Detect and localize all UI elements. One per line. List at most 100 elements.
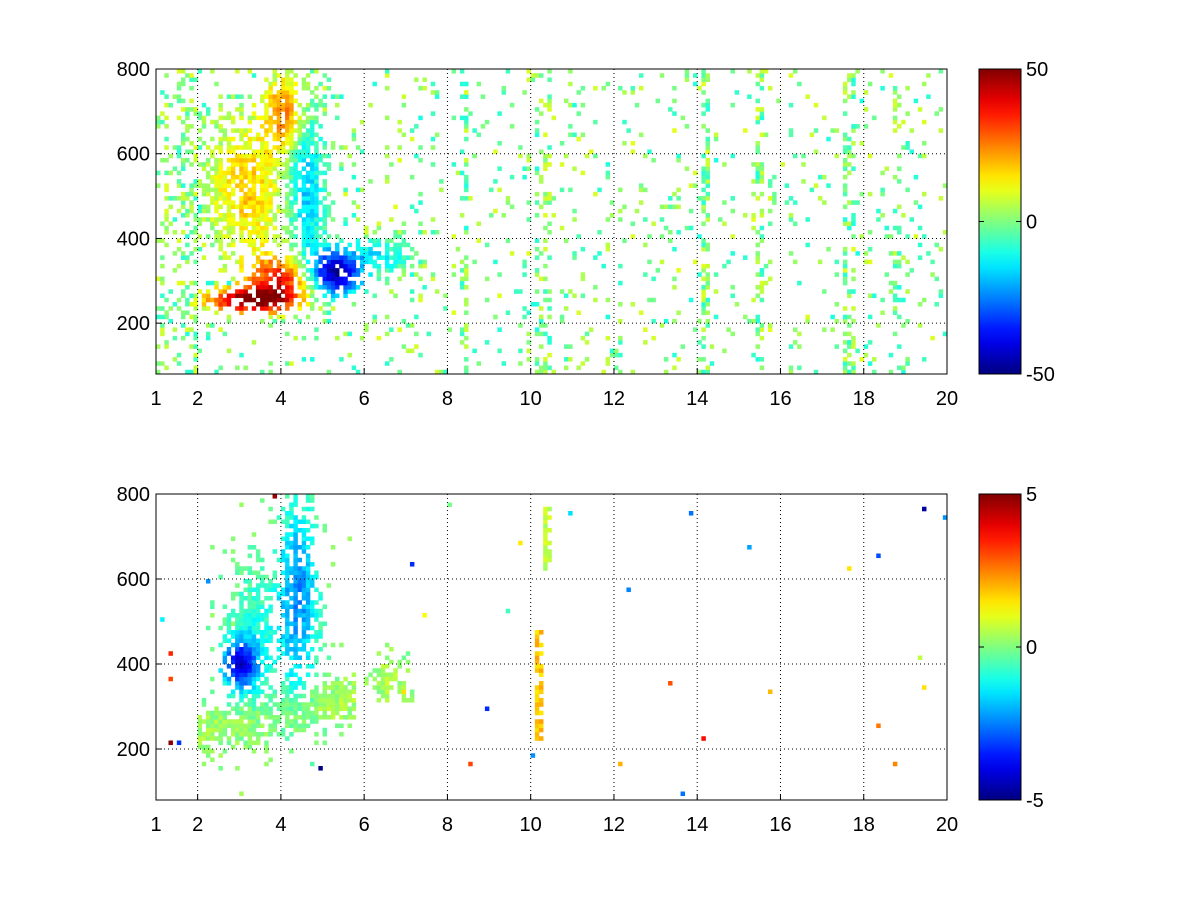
heatmap-cell — [193, 259, 198, 265]
heatmap-cell — [705, 145, 710, 150]
heatmap-cell — [276, 90, 282, 95]
heatmap-cell — [251, 668, 257, 673]
heatmap-cell — [409, 246, 415, 252]
heatmap-cell — [255, 685, 261, 690]
heatmap-cell — [218, 157, 223, 163]
heatmap-cell — [285, 562, 290, 567]
heatmap-cell — [539, 681, 544, 686]
heatmap-cell — [922, 191, 927, 197]
heatmap-cell — [672, 128, 677, 133]
heatmap-cell — [310, 102, 315, 108]
heatmap-cell — [272, 136, 278, 142]
heatmap-cell — [314, 229, 319, 235]
heatmap-cell — [260, 124, 265, 129]
heatmap-cell — [530, 73, 536, 78]
heatmap-cell — [792, 327, 798, 332]
heatmap-cell — [759, 111, 765, 116]
heatmap-cell — [343, 145, 348, 150]
x-tick-label: 8 — [442, 814, 453, 836]
heatmap-cell — [193, 191, 198, 197]
heatmap-cell — [310, 357, 315, 362]
heatmap-cell — [543, 532, 548, 537]
heatmap-cell — [255, 706, 261, 712]
heatmap-cell — [326, 685, 332, 690]
heatmap-cell — [226, 217, 232, 222]
heatmap-cell — [539, 331, 544, 337]
heatmap-cell — [251, 710, 257, 716]
heatmap-cell — [247, 94, 253, 99]
heatmap-cell — [297, 557, 303, 563]
heatmap-cell — [164, 196, 169, 201]
heatmap-cell — [289, 166, 294, 171]
heatmap-cell — [289, 259, 294, 265]
heatmap-cell — [326, 77, 332, 83]
heatmap-cell — [376, 255, 382, 260]
heatmap-cell — [301, 647, 307, 652]
heatmap-cell — [172, 268, 178, 273]
heatmap-cell — [230, 217, 236, 222]
heatmap-cell — [322, 208, 327, 214]
heatmap-cell — [464, 174, 469, 180]
heatmap-cell — [239, 204, 244, 210]
heatmap-cell — [243, 293, 248, 299]
heatmap-cell — [676, 187, 681, 193]
heatmap-cell — [335, 94, 340, 99]
heatmap-cell — [214, 124, 219, 129]
heatmap-cell — [892, 761, 898, 767]
heatmap-cell — [160, 314, 165, 320]
heatmap-cell — [235, 681, 240, 686]
heatmap-cell — [268, 170, 273, 176]
heatmap-cell — [164, 183, 169, 188]
heatmap-cell — [784, 183, 790, 188]
heatmap-cell — [272, 301, 278, 307]
heatmap-cell — [842, 259, 848, 265]
heatmap-cell — [280, 557, 286, 563]
heatmap-cell — [917, 107, 923, 112]
heatmap-cell — [822, 115, 827, 121]
heatmap-cell — [539, 306, 544, 311]
heatmap-cell — [322, 276, 327, 282]
heatmap-cell — [164, 229, 169, 235]
heatmap-cell — [264, 664, 269, 669]
heatmap-cell — [459, 81, 465, 87]
heatmap-cell — [805, 217, 810, 222]
heatmap-cell — [268, 655, 273, 661]
heatmap-cell — [226, 293, 232, 299]
heatmap-cell — [239, 681, 244, 686]
heatmap-cell — [222, 681, 228, 686]
heatmap-cell — [563, 153, 569, 159]
heatmap-cell — [322, 710, 327, 716]
heatmap-cell — [218, 94, 223, 99]
heatmap-cell — [264, 681, 269, 686]
heatmap-cell — [201, 297, 207, 303]
heatmap-cell — [197, 246, 203, 252]
heatmap-cell — [847, 94, 852, 99]
heatmap-cell — [326, 204, 332, 210]
heatmap-cell — [922, 357, 927, 362]
heatmap-cell — [305, 293, 311, 299]
heatmap-cell — [322, 698, 327, 703]
heatmap-cell — [239, 310, 244, 315]
colorbar-tick-label: -50 — [1026, 364, 1055, 386]
heatmap-cell — [726, 259, 731, 265]
heatmap-cell — [222, 115, 228, 121]
heatmap-cell — [788, 369, 794, 375]
heatmap-cell — [239, 145, 244, 150]
heatmap-cell — [164, 187, 169, 193]
heatmap-cell — [197, 744, 203, 750]
heatmap-cell — [243, 297, 248, 303]
heatmap-cell — [505, 310, 511, 315]
heatmap-cell — [222, 132, 228, 138]
heatmap-cell — [276, 191, 282, 197]
heatmap-cell — [251, 638, 257, 644]
heatmap-cell — [156, 314, 161, 320]
heatmap-cell — [205, 162, 211, 167]
heatmap-cell — [264, 710, 269, 716]
heatmap-cell — [751, 352, 756, 358]
heatmap-cell — [297, 676, 303, 682]
heatmap-cell — [285, 710, 290, 716]
heatmap-cell — [264, 301, 269, 307]
heatmap-cell — [347, 263, 352, 269]
heatmap-cell — [251, 706, 257, 712]
heatmap-cell — [285, 136, 290, 142]
